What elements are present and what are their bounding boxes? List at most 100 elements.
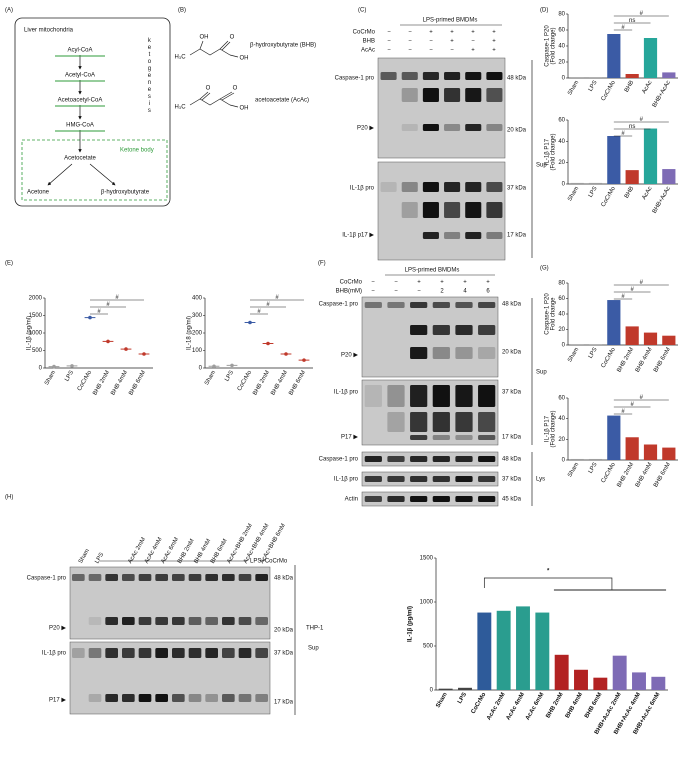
x-tick-label: LPS bbox=[457, 692, 468, 705]
blot-band bbox=[238, 574, 252, 581]
blot-band bbox=[432, 496, 450, 502]
size-marker: 45 kDa bbox=[502, 497, 522, 503]
fraction-label: Sup bbox=[308, 646, 319, 652]
blot-band bbox=[387, 476, 405, 482]
treatment-sign: + bbox=[492, 39, 496, 45]
blot-band bbox=[422, 202, 439, 218]
x-tick-label: CoCrMo bbox=[601, 185, 618, 208]
treatment-sign: 6 bbox=[486, 289, 490, 295]
band-label: P20 ▶ bbox=[49, 626, 66, 632]
y-tick-label: 0 bbox=[562, 76, 566, 82]
y-axis-label: IL-18 (pg/ml) bbox=[187, 316, 193, 350]
band-label: Caspase-1 pro bbox=[319, 457, 359, 463]
pathway-step: Acetyl-CoA bbox=[65, 73, 95, 79]
blot-band bbox=[465, 72, 482, 80]
blot-band bbox=[188, 694, 202, 702]
size-marker: 37 kDa bbox=[502, 390, 522, 396]
panel-label: (A) bbox=[5, 8, 13, 14]
sig-label: # bbox=[275, 295, 279, 301]
pathway-step: Acetocetate bbox=[64, 156, 96, 162]
fraction-label: Lys bbox=[536, 477, 545, 483]
y-tick-label: 0 bbox=[562, 458, 566, 464]
fraction-label: Sup bbox=[536, 370, 547, 376]
bar bbox=[662, 447, 676, 460]
dot bbox=[248, 320, 252, 325]
blot-header: LPS-primed BMDMs bbox=[405, 268, 460, 274]
bar bbox=[612, 655, 627, 690]
bar bbox=[570, 458, 584, 460]
x-tick-label: Sham bbox=[44, 370, 57, 387]
size-marker: 20 kDa bbox=[274, 628, 294, 634]
y-axis-label: IL-1β (pg/ml) bbox=[408, 606, 414, 642]
y-tick-label: 500 bbox=[423, 644, 434, 650]
blot-band bbox=[401, 124, 418, 131]
blot-band bbox=[455, 496, 473, 502]
y-tick-label: 60 bbox=[558, 118, 565, 124]
y-axis-label: IL-1β P17 bbox=[545, 415, 551, 442]
bar bbox=[643, 38, 658, 78]
blot-band bbox=[138, 574, 152, 581]
bar bbox=[607, 300, 621, 345]
band-label: P17 ▶ bbox=[341, 435, 358, 441]
size-marker: 37 kDa bbox=[274, 651, 294, 657]
structure-name: acetoacetate (AcAc) bbox=[255, 98, 309, 104]
blot-band bbox=[138, 694, 152, 702]
pathway-group-label: Ketone body bbox=[120, 148, 154, 154]
y-tick-label: 0 bbox=[562, 343, 566, 349]
treatment-sign: − bbox=[429, 39, 433, 45]
blot-band bbox=[444, 232, 461, 239]
blot-band bbox=[72, 648, 85, 658]
blot-band bbox=[410, 435, 428, 440]
blot-band bbox=[122, 574, 135, 581]
dot bbox=[230, 363, 234, 368]
blot-band bbox=[422, 124, 439, 131]
panel-label: (C) bbox=[358, 8, 366, 14]
x-tick-label: BHB 4mM bbox=[565, 692, 584, 720]
blot-band bbox=[486, 232, 503, 239]
x-tick-label: BHB+AcAc bbox=[652, 186, 672, 215]
y-axis-label: Fold change bbox=[551, 297, 557, 331]
treatment-sign: − bbox=[417, 289, 421, 295]
x-tick-label: BHB bbox=[624, 80, 635, 94]
pathway-title: Liver mitochondria bbox=[24, 28, 74, 34]
blot-band bbox=[205, 648, 218, 658]
dot bbox=[266, 341, 270, 346]
atom-label: H₃C bbox=[174, 105, 186, 111]
blot-band bbox=[122, 648, 135, 658]
treatment-sign: + bbox=[440, 280, 444, 286]
blot-image bbox=[361, 491, 499, 507]
dot bbox=[284, 352, 288, 356]
band-label: IL-1β pro bbox=[334, 477, 359, 483]
bar bbox=[625, 326, 639, 345]
atom-label: O bbox=[206, 86, 211, 92]
blot-band bbox=[380, 72, 397, 80]
bar bbox=[588, 458, 603, 460]
treatment-sign: − bbox=[394, 289, 398, 295]
y-tick-label: 20 bbox=[558, 160, 565, 166]
blot-band bbox=[172, 694, 185, 702]
x-tick-label: LPS bbox=[588, 186, 599, 199]
y-tick-label: 20 bbox=[558, 327, 565, 333]
blot-band bbox=[105, 694, 118, 702]
blot-band bbox=[478, 476, 496, 482]
size-marker: 17 kDa bbox=[507, 233, 527, 239]
x-tick-label: BHB 4mM bbox=[635, 347, 654, 374]
treatment-sign: 4 bbox=[463, 289, 467, 295]
blot-band bbox=[432, 325, 450, 335]
y-axis-label: (Fold change) bbox=[551, 27, 557, 64]
blot-band bbox=[401, 72, 418, 80]
blot-band bbox=[88, 617, 102, 625]
blot-band bbox=[105, 617, 118, 625]
treatment-sign: + bbox=[463, 280, 467, 286]
size-marker: 48 kDa bbox=[502, 457, 522, 463]
sig-label: # bbox=[640, 11, 644, 17]
blot-band bbox=[410, 412, 428, 432]
treatment-sign: + bbox=[492, 48, 496, 54]
blot-band bbox=[172, 574, 185, 581]
blot-band bbox=[465, 182, 482, 192]
blot-band bbox=[387, 412, 405, 432]
y-tick-label: 0 bbox=[39, 366, 43, 372]
y-axis-label: Caspase-1 P20 bbox=[545, 25, 551, 67]
dot bbox=[142, 352, 146, 356]
